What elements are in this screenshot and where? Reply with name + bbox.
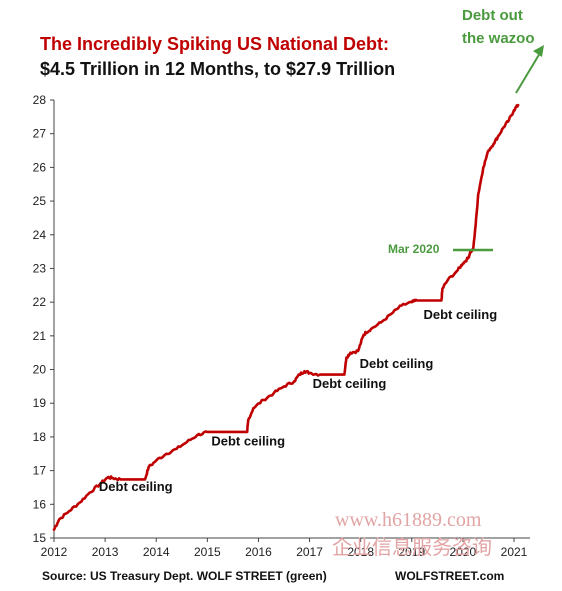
x-tick-label: 2012 (41, 545, 68, 559)
debt-ceiling-label: Debt ceiling (423, 307, 497, 322)
debt-series-line (52, 103, 520, 531)
y-tick-label: 21 (33, 329, 47, 343)
watermark-url: www.h61889.com (335, 509, 482, 531)
y-tick-label: 20 (33, 363, 47, 377)
chart-title: The Incredibly Spiking US National Debt: (40, 34, 389, 54)
debt-out-label-line2: the wazoo (462, 30, 535, 47)
y-tick-label: 22 (33, 295, 47, 309)
chart-subtitle: $4.5 Trillion in 12 Months, to $27.9 Tri… (40, 59, 395, 79)
debt-ceiling-label: Debt ceiling (99, 479, 173, 494)
x-tick-label: 2019 (398, 545, 425, 559)
y-tick-label: 17 (33, 464, 47, 478)
y-tick-label: 27 (33, 127, 47, 141)
axes (53, 100, 530, 539)
site-name: WOLFSTREET.com (395, 569, 504, 583)
debt-out-label-line1: Debt out (462, 7, 523, 24)
x-tick-label: 2014 (143, 545, 170, 559)
wazoo-arrow-line (515, 52, 541, 94)
y-tick-label: 19 (33, 396, 47, 410)
wazoo-arrow-head (533, 45, 544, 57)
debt-ceiling-label: Debt ceiling (211, 433, 285, 448)
x-tick-label: 2021 (501, 545, 528, 559)
y-tick-label: 28 (33, 93, 47, 107)
y-tick-label: 23 (33, 261, 47, 275)
y-tick-label: 18 (33, 430, 47, 444)
y-ticks: 15 16 17 18 19 20 21 22 23 24 25 26 27 28 (33, 93, 54, 545)
mar-2020-label: Mar 2020 (388, 242, 440, 256)
x-tick-label: 2018 (347, 545, 374, 559)
x-tick-label: 2017 (296, 545, 323, 559)
debt-ceiling-label: Debt ceiling (360, 356, 434, 371)
x-tick-label: 2013 (92, 545, 119, 559)
x-tick-label: 2015 (194, 545, 221, 559)
y-tick-label: 25 (33, 194, 47, 208)
debt-ceiling-label: Debt ceiling (313, 376, 387, 391)
annotations: Debt ceiling Debt ceiling Debt ceiling Debt… (99, 307, 497, 494)
x-tick-label: 2016 (245, 545, 272, 559)
x-tick-label: 2020 (450, 545, 477, 559)
watermark-chinese: 企业信息服务咨询 (332, 536, 492, 559)
y-tick-label: 24 (33, 228, 47, 242)
x-ticks: 2012 2013 2014 2015 2016 2017 2018 2019 2020 2021 (41, 538, 528, 559)
y-tick-label: 15 (33, 531, 47, 545)
source-note: Source: US Treasury Dept. WOLF STREET (g… (42, 569, 327, 583)
y-tick-label: 26 (33, 160, 47, 174)
y-tick-label: 16 (33, 497, 47, 511)
